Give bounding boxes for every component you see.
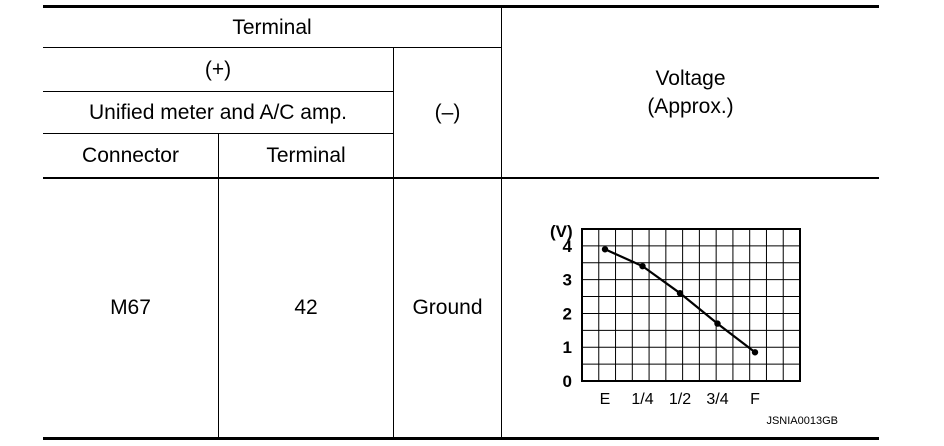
header-terminal: Terminal [232,15,312,39]
header-terminal-sub: Terminal [266,143,346,167]
data-point [601,246,609,253]
data-point [751,349,759,356]
x-tick-label: F [750,391,760,408]
row-terminal: 42 [294,296,318,319]
x-tick-label: 1/4 [631,391,653,408]
x-tick-label: 3/4 [706,391,728,408]
row-connector: M67 [110,296,151,319]
y-tick-label: 2 [563,304,572,323]
y-tick-label: 4 [563,237,573,256]
x-tick-label: E [600,391,611,408]
x-tick-label: 1/2 [669,391,691,408]
graph-series [601,246,759,356]
header-unit: Unified meter and A/C amp. [89,100,347,124]
voltage-graph: 0 1 2 3 4 E 1/4 1/2 3/4 F (V) JSNIA0013GB [550,222,838,427]
data-point [639,262,646,270]
y-tick-label: 3 [563,271,572,290]
y-tick-label: 0 [563,372,572,391]
header-plus: (+) [204,57,232,81]
bottom-rule [43,437,879,440]
rule-header-bottom [43,177,879,179]
top-rule [43,5,879,8]
data-point [714,320,721,327]
graph-axes: 0 1 2 3 4 E 1/4 1/2 3/4 F [563,228,801,408]
rule-plus [43,91,393,92]
y-axis-label: (V) [550,222,573,241]
row-ground: Ground [412,296,483,319]
header-voltage: Voltage (Approx.) [502,8,879,177]
voltage-approx: (Approx.) [647,94,734,118]
voltage-label: Voltage [655,66,726,90]
data-point [676,289,684,297]
header-minus: (–) [434,100,461,124]
vrule-minus [393,47,394,439]
rule-terminal [43,47,502,48]
graph-grid [582,229,800,381]
y-tick-label: 1 [563,338,572,357]
vrule-connector [218,133,219,439]
vrule-voltage [501,5,502,439]
figure-code: JSNIA0013GB [766,415,838,427]
header-connector: Connector [82,143,179,167]
plot-frame [581,228,801,382]
